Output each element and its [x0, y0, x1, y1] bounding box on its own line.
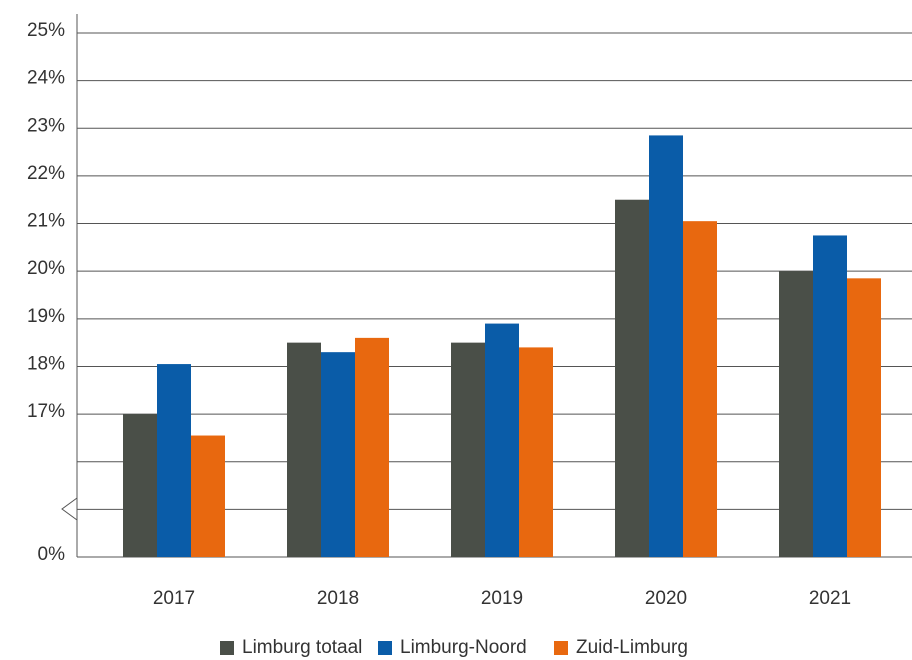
bar	[615, 199, 649, 557]
bar	[779, 271, 813, 557]
bar	[191, 435, 225, 557]
x-tick-label: 2020	[645, 588, 687, 609]
y-tick-label: 22%	[27, 163, 65, 184]
legend-swatch	[220, 641, 234, 655]
bar	[287, 342, 321, 557]
y-tick-label: 23%	[27, 115, 65, 136]
bar	[649, 135, 683, 557]
bar	[813, 235, 847, 558]
legend-label: Limburg-Noord	[400, 637, 527, 658]
y-tick-label: 25%	[27, 20, 65, 41]
legend-label: Limburg totaal	[242, 637, 362, 658]
y-tick-label: 21%	[27, 211, 65, 232]
y-tick-label: 24%	[27, 68, 65, 89]
x-tick-label: 2017	[153, 588, 195, 609]
bar	[123, 414, 157, 557]
y-tick-label: 20%	[27, 258, 65, 279]
x-tick-label: 2018	[317, 588, 359, 609]
bar	[355, 337, 389, 557]
x-tick-label: 2021	[809, 588, 851, 609]
legend-label: Zuid-Limburg	[576, 637, 688, 658]
bar	[485, 323, 519, 557]
bar	[847, 278, 881, 557]
bar	[321, 352, 355, 557]
bar	[683, 221, 717, 557]
x-tick-label: 2019	[481, 588, 523, 609]
y-tick-label: 18%	[27, 353, 65, 374]
y-tick-label: 19%	[27, 306, 65, 327]
legend-swatch	[554, 641, 568, 655]
legend-swatch	[378, 641, 392, 655]
bar	[519, 347, 553, 557]
y-tick-label: 17%	[27, 401, 65, 422]
y-tick-label: 0%	[38, 544, 66, 565]
axis-break	[61, 497, 78, 521]
bar	[451, 342, 485, 557]
bar	[157, 364, 191, 557]
